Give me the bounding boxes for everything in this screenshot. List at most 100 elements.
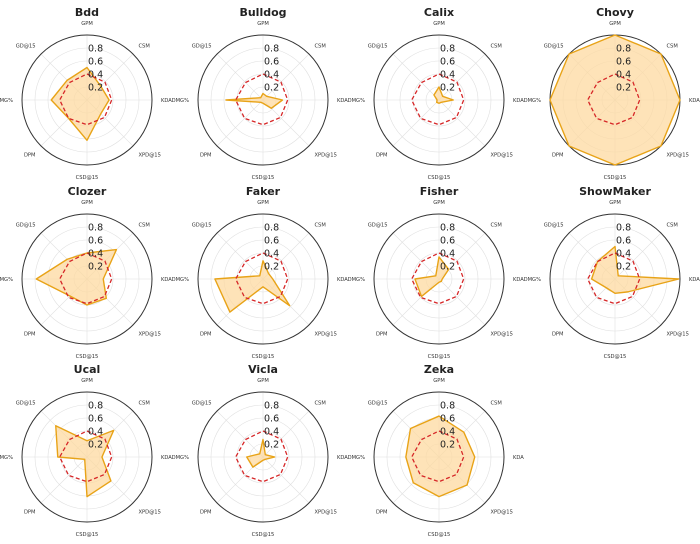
- radial-tick-label: 0.8: [264, 222, 279, 233]
- axis-label-dmg-: DMG%: [524, 98, 541, 104]
- axis-label-gpm: GPM: [81, 21, 93, 27]
- axis-label-gd-15: GD@15: [544, 222, 564, 228]
- outer-ring: [21, 34, 153, 166]
- spoke: [40, 456, 88, 504]
- axis-label-dpm: DPM: [200, 152, 212, 158]
- axis-label-gd-15: GD@15: [368, 222, 388, 228]
- chart-title-vicla: Vicla: [248, 363, 278, 376]
- axis-label-gpm: GPM: [257, 200, 269, 206]
- radial-tick-label: 0.4: [616, 69, 631, 80]
- radial-tick-label: 0.8: [88, 400, 103, 411]
- player-area-vicla: [246, 438, 276, 468]
- axis-label-csm: CSM: [490, 43, 501, 49]
- chart-title-showmaker: ShowMaker: [579, 185, 651, 198]
- spoke: [392, 53, 440, 101]
- radial-tick-label: 0.2: [440, 261, 455, 272]
- axis-label-kda: KDA: [161, 277, 172, 283]
- axis-label-dpm: DPM: [24, 509, 36, 515]
- player-area-calix: [433, 86, 454, 104]
- axis-label-dpm: DPM: [24, 331, 36, 337]
- radial-tick-label: 0.4: [440, 248, 455, 259]
- axis-label-gpm: GPM: [433, 21, 445, 27]
- baseline-line: [234, 73, 289, 126]
- axis-label-dpm: DPM: [200, 331, 212, 337]
- axis-label-gpm: GPM: [433, 200, 445, 206]
- axis-label-csm: CSM: [314, 222, 325, 228]
- chart-title-fisher: Fisher: [420, 185, 459, 198]
- radial-tick-label: 0.2: [616, 82, 631, 93]
- radar-calix: 0.2 0.4 0.6 0.8 GPM CSM KDA XPD@15 CSD@15 DPM DMG%…: [348, 6, 525, 181]
- outer-ring: [21, 213, 153, 345]
- radial-tick-label: 0.2: [264, 261, 279, 272]
- axis-label-dmg-: DMG%: [348, 98, 365, 104]
- axis-label-xpd-15: XPD@15: [138, 152, 160, 158]
- spoke: [216, 232, 264, 280]
- axis-label-kda: KDA: [337, 455, 348, 461]
- outer-ring: [373, 391, 505, 523]
- radial-tick-label: 0.6: [616, 235, 631, 246]
- outer-ring: [21, 391, 153, 523]
- spoke: [262, 410, 310, 458]
- axis-label-dmg-: DMG%: [0, 98, 13, 104]
- axis-label-kda: KDA: [513, 277, 524, 283]
- radial-tick-label: 0.4: [616, 248, 631, 259]
- axis-label-csd-15: CSD@15: [604, 354, 627, 360]
- radial-tick-label: 0.6: [616, 56, 631, 67]
- spoke: [438, 278, 486, 326]
- player-area-clozer: [35, 248, 118, 306]
- axis-label-kda: KDA: [513, 455, 524, 461]
- axis-label-kda: KDA: [689, 277, 700, 283]
- radial-tick-label: 0.2: [88, 82, 103, 93]
- axis-label-gpm: GPM: [257, 21, 269, 27]
- radial-tick-label: 0.8: [440, 400, 455, 411]
- radial-tick-label: 0.4: [88, 248, 103, 259]
- axis-label-csd-15: CSD@15: [252, 532, 275, 538]
- axis-label-csd-15: CSD@15: [76, 354, 99, 360]
- outer-ring: [549, 213, 681, 345]
- axis-label-dpm: DPM: [376, 509, 388, 515]
- axis-label-gd-15: GD@15: [192, 400, 212, 406]
- radial-tick-label: 0.8: [88, 222, 103, 233]
- axis-label-xpd-15: XPD@15: [314, 152, 336, 158]
- axis-label-csm: CSM: [314, 400, 325, 406]
- radial-tick-label: 0.6: [264, 413, 279, 424]
- radial-tick-label: 0.6: [440, 235, 455, 246]
- axis-label-csd-15: CSD@15: [76, 175, 99, 181]
- axis-label-csm: CSM: [490, 222, 501, 228]
- axis-label-dmg-: DMG%: [524, 277, 541, 283]
- radial-tick-label: 0.8: [440, 222, 455, 233]
- axis-label-dmg-: DMG%: [0, 455, 13, 461]
- axis-label-xpd-15: XPD@15: [314, 331, 336, 337]
- axis-label-csm: CSM: [666, 43, 677, 49]
- axis-label-gd-15: GD@15: [192, 222, 212, 228]
- radial-tick-label: 0.2: [88, 439, 103, 450]
- axis-label-csd-15: CSD@15: [252, 175, 275, 181]
- baseline-line: [234, 430, 289, 483]
- axis-label-gd-15: GD@15: [544, 43, 564, 49]
- radar-bulldog: 0.2 0.4 0.6 0.8 GPM CSM KDA XPD@15 CSD@15 DPM DMG%…: [172, 6, 349, 181]
- radar-faker: 0.2 0.4 0.6 0.8 GPM CSM KDA XPD@15 CSD@15 DPM DMG%…: [172, 185, 349, 360]
- axis-label-csm: CSM: [138, 222, 149, 228]
- radial-tick-label: 0.2: [440, 439, 455, 450]
- axis-label-dmg-: DMG%: [0, 277, 13, 283]
- chart-title-zeka: Zeka: [424, 363, 454, 376]
- baseline-line: [586, 252, 641, 305]
- spoke: [216, 99, 264, 147]
- axis-label-gpm: GPM: [609, 200, 621, 206]
- axis-label-dpm: DPM: [552, 331, 564, 337]
- axis-label-csd-15: CSD@15: [428, 175, 451, 181]
- axis-label-dpm: DPM: [376, 331, 388, 337]
- player-area-ucal: [55, 425, 115, 498]
- radar-fisher: 0.2 0.4 0.6 0.8 GPM CSM KDA XPD@15 CSD@15 DPM DMG%…: [348, 185, 525, 360]
- radar-ucal: 0.2 0.4 0.6 0.8 GPM CSM KDA XPD@15 CSD@15 DPM DMG%…: [0, 363, 172, 538]
- axis-label-csd-15: CSD@15: [604, 175, 627, 181]
- axis-label-kda: KDA: [161, 98, 172, 104]
- radial-tick-label: 0.6: [440, 56, 455, 67]
- baseline-line: [58, 430, 113, 483]
- radial-tick-label: 0.4: [264, 248, 279, 259]
- chart-title-faker: Faker: [246, 185, 281, 198]
- radial-tick-label: 0.4: [264, 426, 279, 437]
- spoke: [216, 410, 264, 458]
- spoke: [614, 232, 662, 280]
